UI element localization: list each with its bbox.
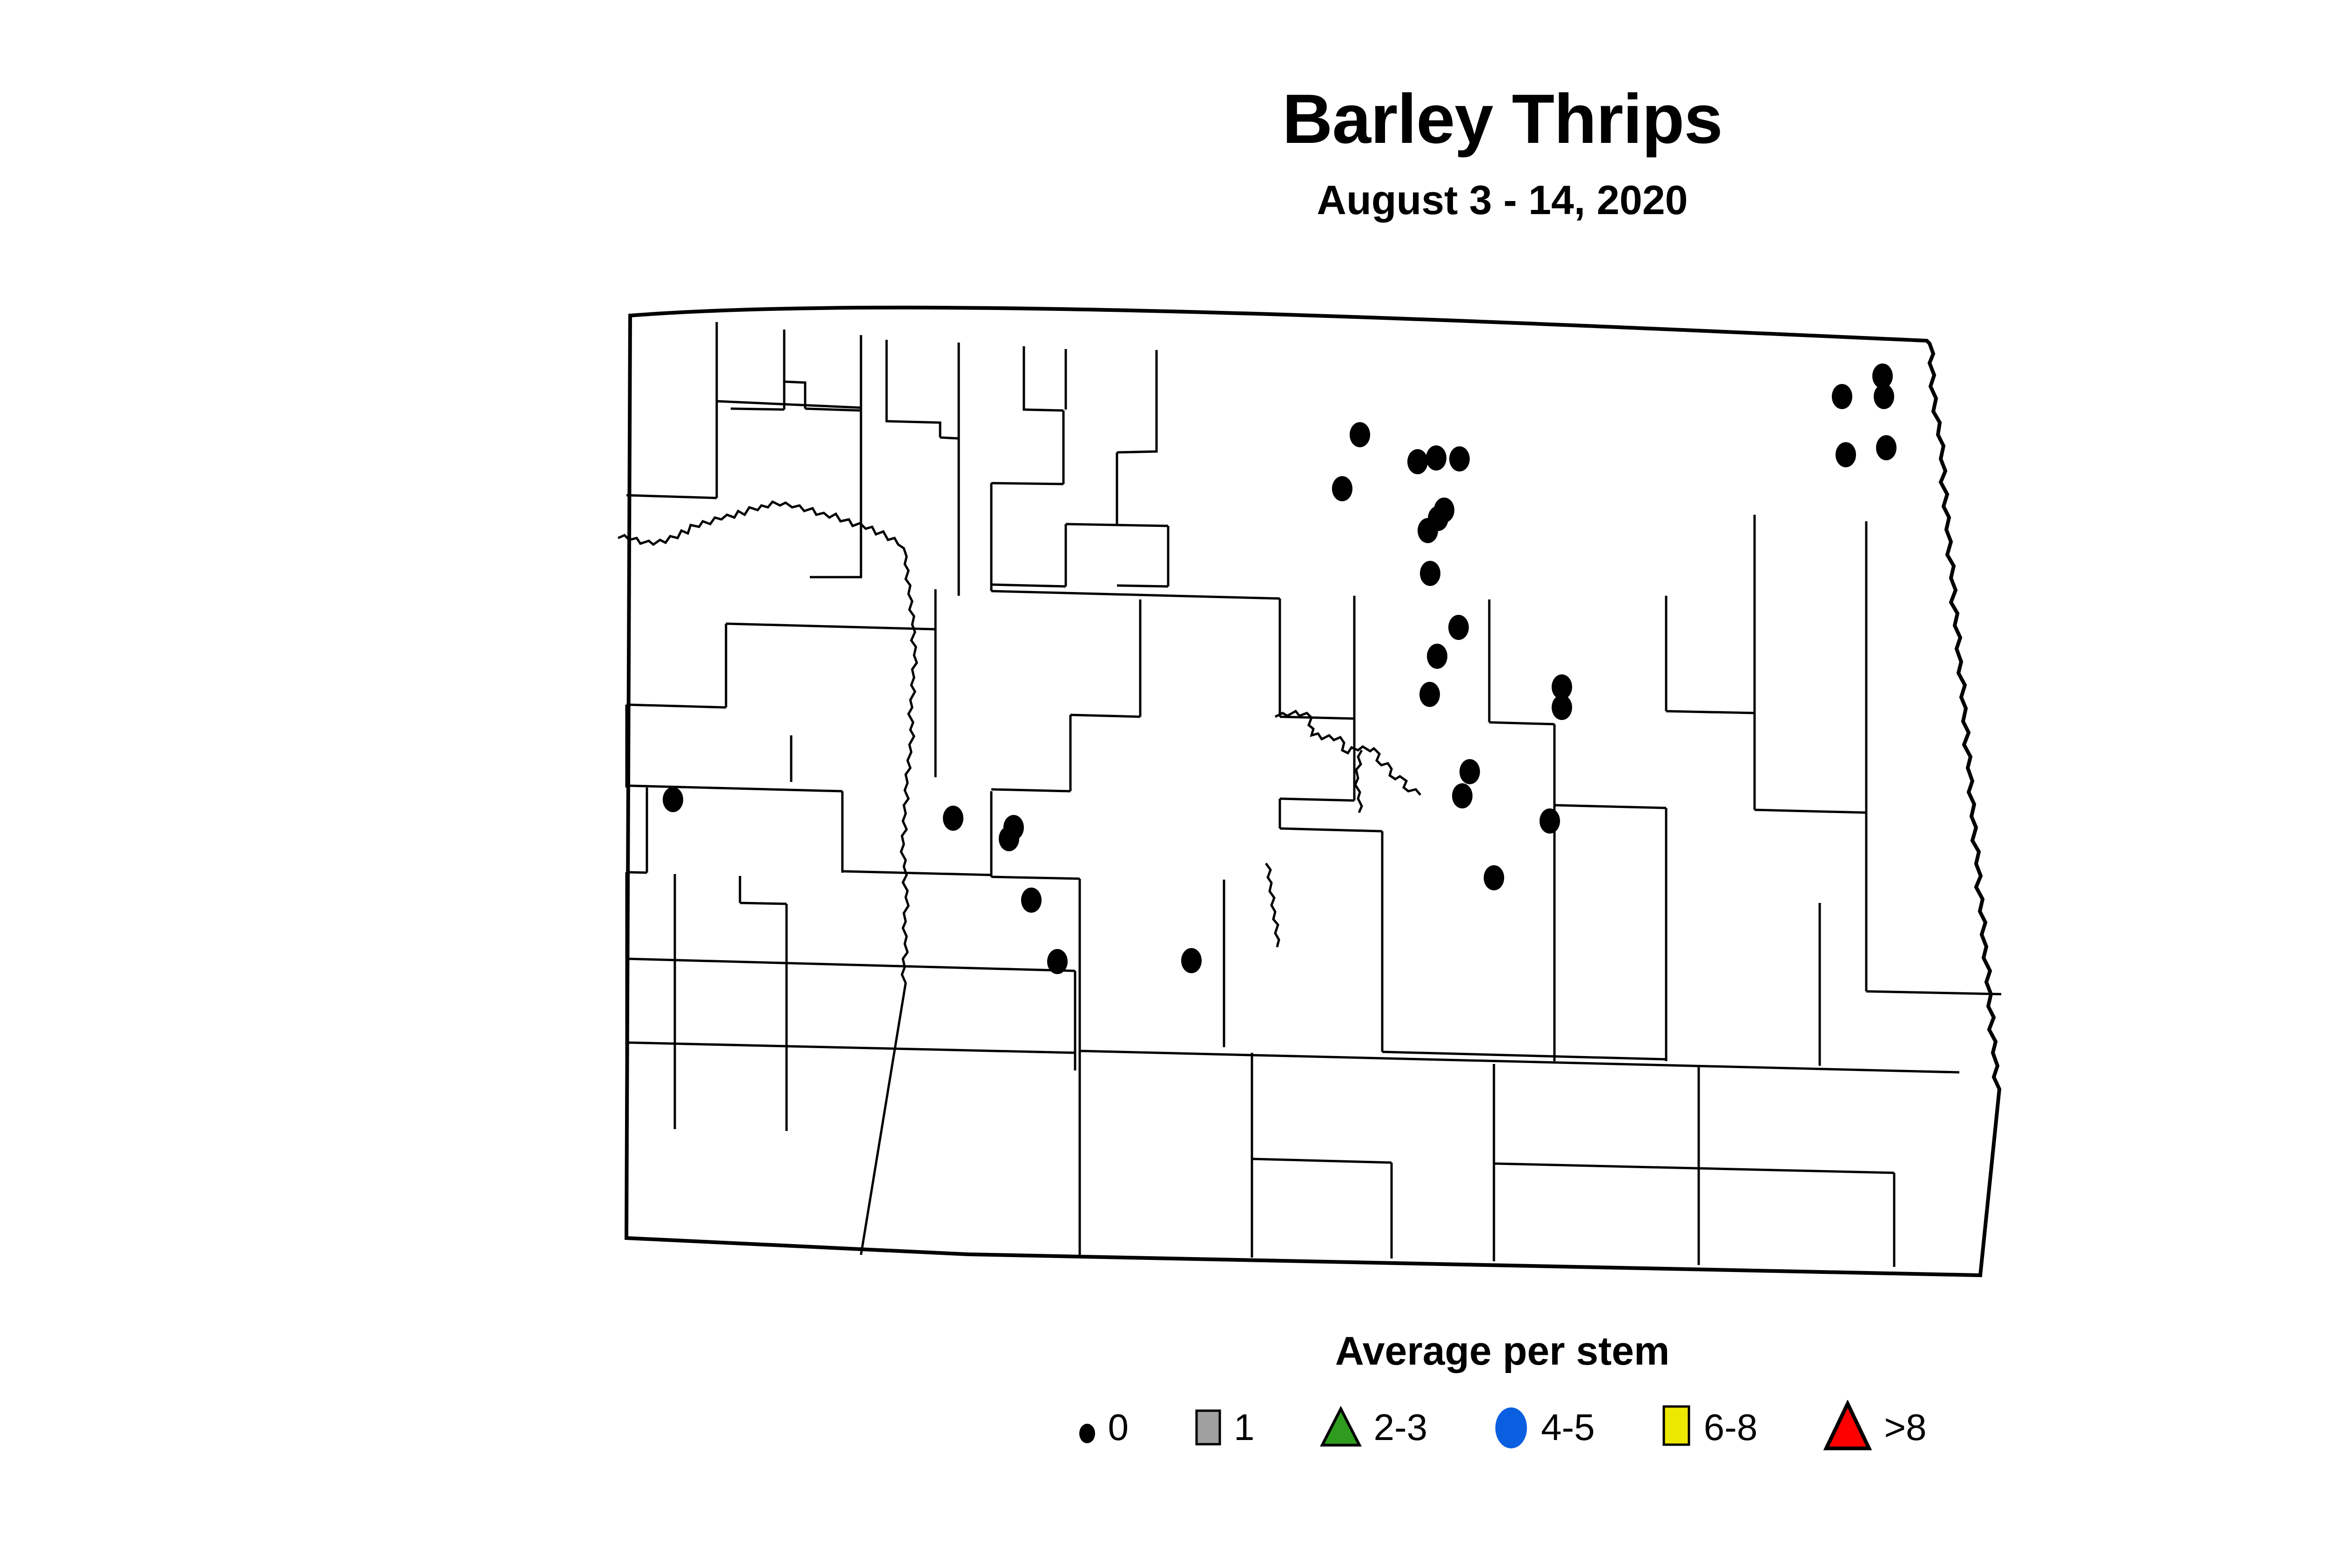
data-point [1426, 445, 1446, 471]
legend-label-3: 4-5 [1541, 1406, 1595, 1448]
data-points-layer [663, 363, 1897, 974]
legend-label-1: 1 [1233, 1406, 1255, 1448]
county-lines-central [626, 515, 1868, 901]
data-point [1332, 476, 1352, 501]
legend-item-5[interactable]: >8 [1823, 1400, 1927, 1455]
data-point [1418, 518, 1438, 543]
legend-label-0: 0 [1108, 1406, 1129, 1448]
data-point [1459, 759, 1480, 784]
data-point [1021, 888, 1042, 913]
sheyenne-river [1264, 862, 1280, 948]
legend-title: Average per stem [1335, 1329, 1670, 1373]
devils-lake-tail [1354, 749, 1363, 813]
data-point [1552, 674, 1572, 700]
data-point [1420, 561, 1440, 586]
data-point [1552, 695, 1572, 720]
data-point [1427, 644, 1447, 669]
data-point [1350, 422, 1370, 447]
legend-label-4: 6-8 [1703, 1406, 1758, 1448]
legend-item-1[interactable]: 1 [1194, 1405, 1255, 1450]
data-point [1452, 783, 1473, 808]
data-point [943, 806, 963, 831]
data-point [1832, 384, 1852, 409]
green-triangle-icon [1319, 1405, 1362, 1450]
legend: Average per stem 0 1 [0, 1331, 2327, 1455]
blue-circle-icon [1493, 1402, 1530, 1453]
north-dakota-map [582, 298, 2280, 1312]
gray-square-icon [1194, 1405, 1223, 1450]
data-point [1181, 948, 1202, 973]
legend-item-0[interactable]: 0 [1078, 1406, 1129, 1448]
data-point [1449, 446, 1470, 471]
data-point [1872, 363, 1893, 389]
data-point [1484, 865, 1504, 890]
legend-item-2[interactable]: 2-3 [1319, 1405, 1427, 1450]
missouri-river [618, 500, 918, 1255]
map-svg [618, 305, 2002, 1278]
state-outline [624, 305, 2002, 1278]
legend-label-2: 2-3 [1373, 1406, 1428, 1448]
county-lines-north [626, 322, 1170, 596]
data-point [1874, 384, 1894, 409]
legend-label-5: >8 [1884, 1406, 1927, 1448]
title-block: Barley Thrips August 3 - 14, 2020 [0, 84, 2327, 221]
data-point [663, 787, 683, 812]
data-point [1407, 449, 1428, 474]
county-lines-south [625, 705, 2002, 1267]
data-point [1540, 808, 1560, 834]
devils-lake [1274, 709, 1421, 796]
yellow-square-icon [1660, 1402, 1693, 1453]
data-point [1876, 435, 1897, 460]
black-dot-icon [1078, 1406, 1096, 1448]
page-subtitle: August 3 - 14, 2020 [1317, 177, 1688, 223]
data-point [1836, 442, 1856, 467]
data-point [1419, 682, 1440, 707]
legend-item-3[interactable]: 4-5 [1493, 1402, 1595, 1453]
legend-item-4[interactable]: 6-8 [1660, 1402, 1758, 1453]
data-point [999, 826, 1019, 851]
red-triangle-icon [1823, 1400, 1873, 1455]
data-point [1448, 615, 1469, 640]
page-title: Barley Thrips [1282, 80, 1723, 158]
data-point [1047, 949, 1068, 974]
legend-items: 0 1 2-3 [0, 1400, 2327, 1455]
